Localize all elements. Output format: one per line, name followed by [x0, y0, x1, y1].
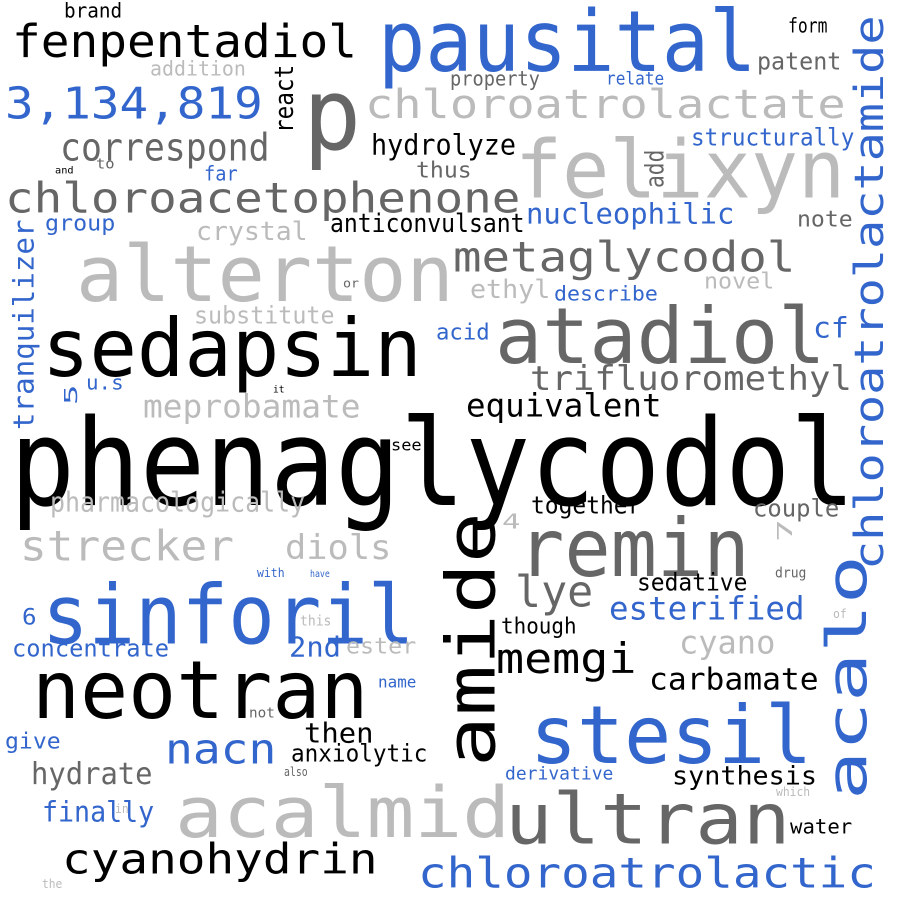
word-anticonvulsant: anticonvulsant	[330, 209, 525, 240]
word-neotran: neotran	[32, 643, 369, 737]
word-correspond: correspond	[60, 124, 270, 170]
word-2nd: 2nd	[289, 631, 341, 665]
word-phenaglycodol: phenaglycodol	[10, 395, 856, 534]
word-remin: remin	[518, 501, 750, 595]
word-which: which	[776, 786, 811, 800]
word-meprobamate: meprobamate	[143, 387, 361, 426]
word-tranquilizer: tranquilizer	[7, 219, 41, 430]
word-describe: describe	[554, 282, 658, 307]
word-of: of	[833, 608, 847, 622]
word-thus: thus	[416, 157, 472, 184]
word-acalo: acalo	[815, 555, 880, 800]
word-form: form	[788, 13, 828, 38]
word-also: also	[284, 766, 308, 780]
word-concentrate: concentrate	[12, 634, 170, 663]
word-though: though	[501, 613, 577, 640]
word-structurally: structurally	[691, 122, 855, 152]
word-sedapsin: sedapsin	[42, 301, 422, 395]
word-sedative: sedative	[637, 567, 748, 597]
word-cyano: cyano	[679, 623, 776, 662]
word-alterton: alterton	[76, 228, 454, 320]
word-ultran: ultran	[505, 778, 791, 861]
word-cyanohydrin: cyanohydrin	[62, 834, 378, 884]
word-react: react	[268, 64, 300, 133]
word-name: name	[378, 673, 417, 693]
word-trifluoromethyl: trifluoromethyl	[530, 359, 852, 400]
word-cf: cf	[813, 311, 849, 345]
word-anxiolytic: anxiolytic	[291, 740, 428, 769]
word-memgi: memgi	[496, 635, 637, 684]
word-property: property	[450, 67, 540, 92]
word-relate: relate	[606, 67, 665, 90]
word-pausital: pausital	[378, 0, 757, 92]
word-chloroacetophenone: chloroacetophenone	[5, 174, 521, 224]
word-nacn: nacn	[165, 724, 277, 774]
word-strecker: strecker	[20, 521, 234, 571]
word-derivative: derivative	[505, 762, 614, 785]
word-diols: diols	[285, 528, 392, 569]
word-acid: acid	[436, 319, 490, 346]
word-in: in	[115, 803, 129, 817]
word-synthesis: synthesis	[672, 760, 818, 792]
word-carbamate: carbamate	[649, 661, 819, 698]
word-hydrolyze: hydrolyze	[371, 128, 517, 162]
word-7: 7	[773, 519, 798, 542]
word-see: see	[391, 436, 422, 456]
word-have: have	[310, 568, 330, 581]
word-it: it	[273, 383, 285, 395]
word-esterified: esterified	[609, 589, 805, 628]
word-6: 6	[22, 604, 37, 631]
word-metaglycodol: metaglycodol	[453, 232, 796, 282]
word-then: then	[304, 717, 374, 751]
word-fenpentadiol: fenpentadiol	[12, 16, 358, 69]
word-crystal: crystal	[196, 217, 308, 248]
word-note: note	[797, 206, 853, 233]
word-chloroatrolactate: chloroatrolactate	[365, 82, 846, 128]
word-ester: ester	[346, 633, 417, 660]
word-to: to	[96, 155, 115, 173]
word-nucleophilic: nucleophilic	[526, 197, 735, 231]
word-this: this	[300, 612, 332, 630]
word-addition: addition	[150, 57, 246, 82]
word-atadiol: atadiol	[495, 290, 826, 382]
word-together: together	[531, 490, 642, 520]
word-p: p	[303, 56, 362, 173]
word-chloroatrolactamide: chloroatrolactamide	[847, 15, 893, 570]
word-with: with	[257, 567, 285, 581]
word-ethyl: ethyl	[470, 275, 551, 306]
word-lye: lye	[515, 566, 594, 618]
word-3-134-819: 3,134,819	[5, 78, 263, 130]
word-pharmacologically: pharmacologically	[50, 487, 306, 520]
word-couple: couple	[753, 493, 840, 523]
word-or: or	[343, 277, 360, 291]
word-stesil: stesil	[530, 688, 813, 782]
word-equivalent: equivalent	[466, 386, 662, 425]
word-give: give	[5, 728, 61, 755]
word-water: water	[790, 815, 853, 840]
word-acalmid: acalmid	[175, 772, 511, 854]
word-substitute: substitute	[194, 300, 335, 330]
word-5: 5	[60, 384, 83, 406]
word-group: group	[45, 210, 116, 237]
word-u-s: u.s	[86, 371, 124, 396]
word-hydrate: hydrate	[31, 757, 153, 793]
word-novel: novel	[704, 268, 775, 295]
word-drug: drug	[775, 564, 807, 582]
word-add: add	[640, 149, 671, 188]
word-far: far	[204, 162, 238, 187]
word-felixyn: felixyn	[515, 122, 846, 217]
word-patent: patent	[757, 46, 842, 76]
word-chloroatrolactic: chloroatrolactic	[418, 848, 876, 898]
word-and: and	[55, 164, 74, 176]
word-finally: finally	[42, 795, 155, 829]
word-not: not	[249, 704, 275, 722]
word-sinforil: sinforil	[42, 568, 415, 664]
word-4: 4	[502, 510, 521, 535]
word-amide: amide	[430, 512, 511, 767]
word-the: the	[42, 878, 63, 892]
word-brand: brand	[64, 0, 123, 24]
